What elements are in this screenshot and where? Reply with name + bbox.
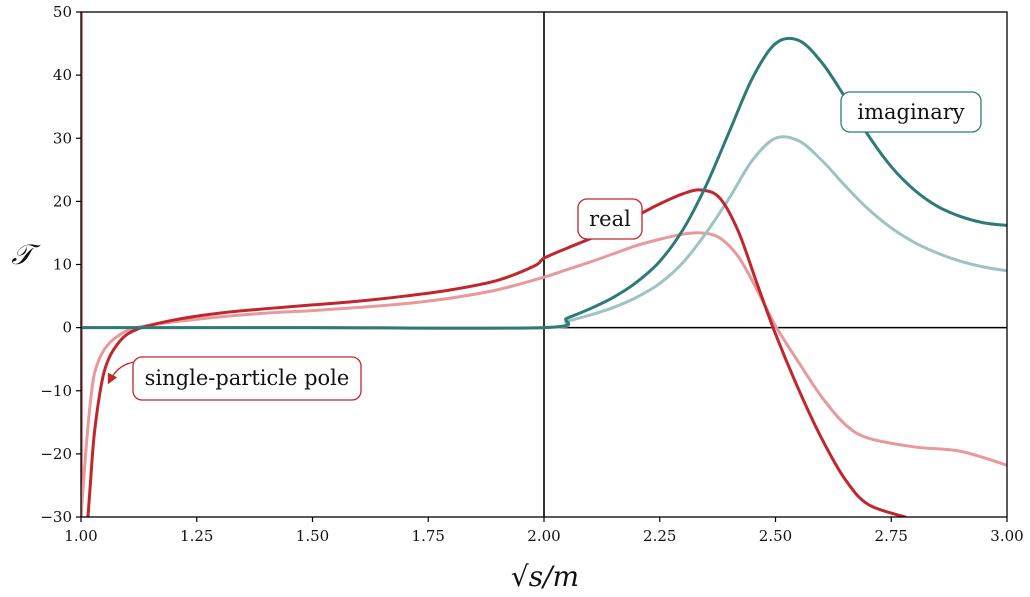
x-tick-label: 1.50 — [296, 527, 329, 545]
x-tick-label: 2.00 — [527, 527, 560, 545]
real-label: real — [589, 207, 631, 231]
y-tick-label: 0 — [62, 319, 72, 337]
x-tick-label: 1.75 — [412, 527, 445, 545]
x-tick-label: 3.00 — [990, 527, 1023, 545]
x-axis-label: √s/m — [511, 560, 579, 593]
y-tick-label: −20 — [40, 445, 72, 463]
x-tick-label: 1.25 — [180, 527, 213, 545]
y-tick-label: −30 — [40, 508, 72, 526]
pole-annotation: single-particle pole — [107, 356, 362, 401]
pole-label-box — [132, 356, 362, 401]
y-tick-label: 30 — [53, 129, 72, 147]
x-tick-label: 1.00 — [64, 527, 97, 545]
x-tick-label: 2.25 — [643, 527, 676, 545]
y-tick-label: 10 — [53, 256, 72, 274]
series-line-imag-dark — [81, 36, 1007, 330]
y-tick-label: 40 — [53, 66, 72, 84]
pole-label: single-particle pole — [145, 366, 350, 390]
y-axis-label: 𝒯 — [11, 238, 41, 271]
x-tick-label: 2.75 — [875, 527, 908, 545]
imaginary-label: imaginary — [857, 100, 964, 124]
series-line-real-light — [81, 231, 1007, 517]
real-label-box — [577, 198, 643, 240]
imaginary-annotation: imaginary — [840, 91, 982, 133]
imaginary-label-box — [840, 91, 982, 133]
series-line-real-dark — [86, 188, 907, 517]
x-tick-label: 2.50 — [759, 527, 792, 545]
y-tick-label: 50 — [53, 3, 72, 21]
plot-area: 1.00 1.25 1.50 1.75 2.00 2.25 2.50 2.75 3.00 −30 −… — [40, 3, 1023, 545]
real-annotation: real — [577, 198, 643, 240]
pole-arrow — [107, 361, 136, 385]
y-tick-label: 20 — [53, 192, 72, 210]
y-tick-label: −10 — [40, 382, 72, 400]
